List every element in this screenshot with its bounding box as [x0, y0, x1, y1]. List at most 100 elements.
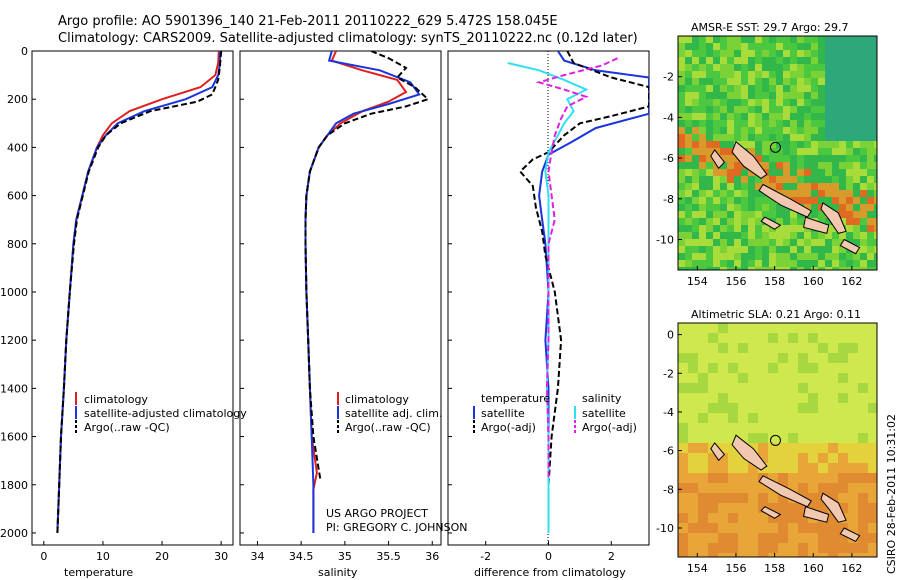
map-cell [808, 413, 818, 423]
map-cell [804, 50, 811, 57]
map-cell [867, 267, 874, 270]
map-cell [727, 260, 734, 267]
map-cell [797, 134, 804, 141]
map-cell [706, 57, 713, 64]
map-cell [698, 373, 708, 383]
salinity-xlabel: salinity [318, 566, 358, 579]
map-cell [685, 92, 692, 99]
map-cell [811, 99, 818, 106]
map-cell [720, 169, 727, 176]
map-cell [839, 197, 846, 204]
map-cell [874, 99, 877, 106]
map-cell [678, 218, 685, 225]
map-cell [748, 169, 755, 176]
map-cell [769, 162, 776, 169]
map-cell [783, 162, 790, 169]
map-cell [874, 253, 877, 260]
salinity-legend: climatology satellite adj. clim. Argo(..… [337, 392, 442, 434]
map-cell [685, 218, 692, 225]
map-cell [699, 204, 706, 211]
map-cell [738, 413, 748, 423]
map-cell [678, 169, 685, 176]
map-cell [804, 36, 811, 43]
map-cell [853, 218, 860, 225]
depth-tick-label: 600 [7, 190, 28, 203]
map-cell [818, 543, 828, 553]
map-cell [790, 239, 797, 246]
map-cell [804, 141, 811, 148]
map-cell [699, 71, 706, 78]
map-cell [828, 363, 838, 373]
map-cell [678, 64, 685, 71]
map-cell [741, 183, 748, 190]
map-cell [846, 127, 853, 134]
map-cell [874, 267, 877, 270]
island [710, 442, 726, 462]
map-cell [804, 85, 811, 92]
map-cell [783, 148, 790, 155]
map-cell [867, 204, 874, 211]
map-cell [678, 483, 688, 493]
map-cell [853, 57, 860, 64]
map-cell [818, 176, 825, 183]
map-cell [755, 267, 762, 270]
map-cell [783, 64, 790, 71]
sst-map-axes: 154 156 158 160 162-2-4-6-8-10 [656, 71, 862, 288]
map-cell [858, 323, 868, 333]
map-cell [797, 162, 804, 169]
map-cell [768, 533, 778, 543]
map-cell [769, 64, 776, 71]
map-cell [868, 553, 877, 557]
map-cell [720, 134, 727, 141]
map-cell [692, 183, 699, 190]
map-cell [678, 533, 688, 543]
map-cell [798, 523, 808, 533]
map-cell [688, 453, 698, 463]
map-cell [860, 64, 867, 71]
map-cell [790, 57, 797, 64]
map-cell [867, 50, 874, 57]
map-cell [818, 443, 828, 453]
map-cell [720, 246, 727, 253]
map-cell [858, 373, 868, 383]
map-cell [832, 267, 839, 270]
map-cell [699, 176, 706, 183]
map-cell [748, 218, 755, 225]
map-cell [727, 190, 734, 197]
map-cell [685, 64, 692, 71]
map-cell [734, 253, 741, 260]
map-cell [762, 78, 769, 85]
legend-argo-s: Argo(-adj) [582, 421, 637, 434]
map-cell [755, 113, 762, 120]
x-tick-label: 10 [96, 550, 110, 563]
map-cell [720, 218, 727, 225]
map-cell [708, 473, 718, 483]
map-cell [708, 483, 718, 493]
map-cell [867, 176, 874, 183]
map-cell [839, 141, 846, 148]
map-cell [818, 43, 825, 50]
map-cell [797, 92, 804, 99]
map-cell [832, 85, 839, 92]
map-cell [846, 43, 853, 50]
map-y-tick-label: -6 [663, 152, 674, 165]
map-cell [832, 64, 839, 71]
map-cell [678, 423, 688, 433]
map-cell [768, 393, 778, 403]
map-cell [688, 433, 698, 443]
map-cell [778, 403, 788, 413]
map-cell [713, 64, 720, 71]
map-cell [699, 169, 706, 176]
map-cell [692, 127, 699, 134]
map-cell [783, 190, 790, 197]
map-cell [734, 190, 741, 197]
map-cell [853, 71, 860, 78]
map-cell [769, 50, 776, 57]
map-cell [867, 134, 874, 141]
map-cell [818, 393, 828, 403]
map-cell [808, 463, 818, 473]
map-cell [848, 453, 858, 463]
map-cell [734, 225, 741, 232]
map-cell [762, 36, 769, 43]
island [803, 506, 830, 523]
